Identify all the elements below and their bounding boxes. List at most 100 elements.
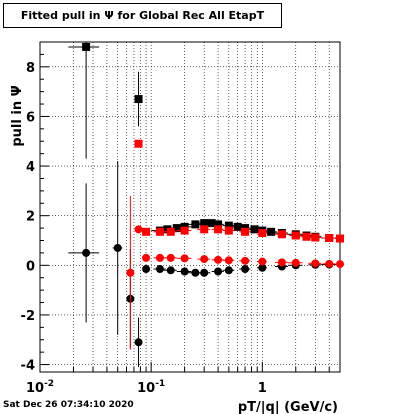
square-marker [311, 233, 320, 242]
ticks-layer: 10-2 10-1 1 -4 -2 0 2 4 6 8 [21, 53, 341, 396]
square-marker [233, 222, 242, 231]
circle-marker [277, 258, 286, 267]
data-point [211, 267, 224, 276]
square-marker [214, 220, 223, 229]
data-point [112, 161, 123, 335]
circle-marker [224, 266, 233, 275]
square-marker [180, 226, 189, 235]
y-tick-label: 4 [26, 160, 35, 175]
data-point [239, 265, 251, 274]
data-point [134, 225, 143, 234]
circle-marker [142, 253, 151, 262]
data-point [211, 225, 224, 234]
data-point [163, 266, 177, 275]
circle-marker [200, 268, 209, 277]
square-marker [258, 229, 267, 238]
data-point [334, 260, 344, 269]
data-point [257, 263, 267, 272]
x-tick-label: 10-1 [137, 379, 165, 396]
data-point [176, 226, 192, 235]
square-marker [250, 225, 259, 234]
circle-marker [214, 255, 223, 264]
circle-marker [336, 260, 344, 269]
data-point [239, 256, 251, 265]
data-point [197, 268, 211, 277]
square-marker [267, 227, 276, 236]
grid-layer [40, 42, 341, 372]
data-point [322, 234, 335, 243]
y-tick-label: -2 [21, 309, 35, 324]
data-point [153, 253, 166, 262]
circle-marker [291, 258, 300, 267]
square-marker [172, 224, 181, 233]
square-marker [336, 234, 344, 243]
data-point [68, 42, 100, 159]
circle-marker [142, 265, 151, 274]
circle-marker [258, 257, 267, 266]
square-marker [191, 220, 200, 229]
circle-marker [155, 265, 164, 274]
y-tick-label: -4 [21, 359, 35, 374]
data-point [176, 267, 192, 276]
square-marker [277, 230, 286, 239]
data-point [163, 253, 177, 262]
data-point [300, 232, 313, 241]
data-point [308, 233, 322, 242]
data-point [142, 265, 151, 274]
data-point [322, 259, 335, 268]
data-point [231, 222, 243, 231]
plot-frame [39, 41, 341, 373]
square-marker [302, 232, 311, 241]
data-point [134, 139, 143, 148]
circle-marker [311, 259, 320, 268]
x-tick-label: 10-2 [26, 379, 54, 396]
data-point [239, 227, 251, 236]
data-point [211, 255, 224, 264]
circle-marker [126, 268, 135, 277]
data-point [142, 253, 151, 262]
circle-marker [166, 266, 175, 275]
x-tick-label: 1 [258, 381, 267, 396]
square-marker [214, 225, 223, 234]
data-point [264, 227, 277, 236]
data-point [197, 255, 211, 264]
circle-marker [325, 259, 334, 268]
circle-marker [180, 254, 189, 263]
data-point [287, 258, 303, 267]
data-point [248, 225, 260, 234]
data-point [153, 227, 166, 236]
circle-marker [180, 267, 189, 276]
square-marker [134, 95, 143, 104]
square-marker [207, 219, 216, 228]
square-marker [200, 225, 209, 234]
data-point [186, 268, 203, 277]
data-point [257, 257, 267, 266]
data-point [289, 231, 302, 240]
square-marker [241, 227, 250, 236]
circle-marker [241, 265, 250, 274]
square-marker [142, 227, 151, 236]
y-tick-label: 6 [26, 110, 35, 125]
square-marker [224, 221, 233, 230]
square-marker [325, 234, 334, 243]
square-marker [291, 231, 300, 240]
data-layer [68, 42, 344, 368]
data-point [334, 234, 344, 243]
data-point [134, 71, 143, 127]
data-point [134, 317, 143, 368]
data-point [222, 266, 235, 275]
y-tick-label: 8 [26, 61, 35, 76]
circle-marker [200, 255, 209, 264]
data-point [274, 230, 288, 239]
data-point [186, 220, 203, 229]
data-point [142, 227, 151, 236]
data-point [197, 225, 211, 234]
data-point [308, 259, 322, 268]
data-point [68, 183, 100, 323]
circle-marker [214, 267, 223, 276]
data-point [222, 256, 235, 265]
data-point [163, 227, 177, 236]
chart-title: Fitted pull in Ψ for Global Rec All Etap… [3, 3, 282, 28]
square-marker [155, 227, 164, 236]
circle-marker [241, 256, 250, 265]
